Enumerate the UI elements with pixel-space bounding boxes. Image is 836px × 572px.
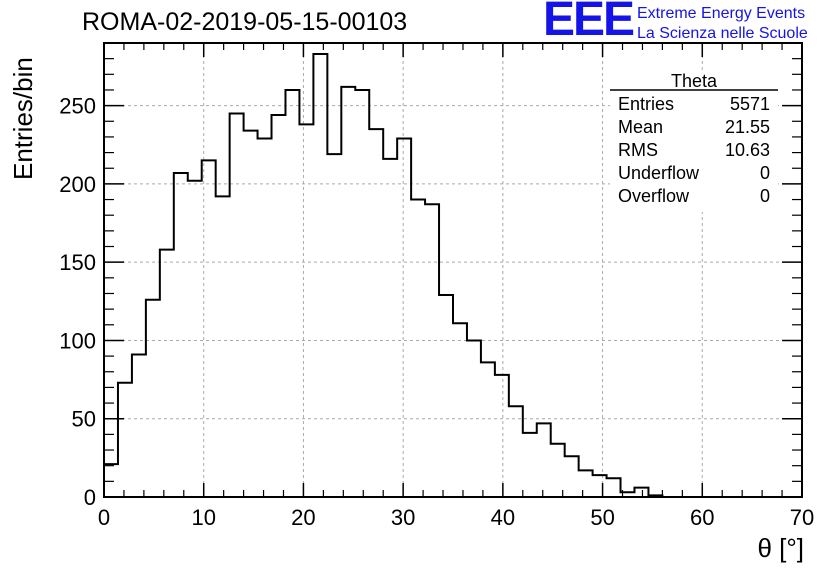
x-tick-label: 70 bbox=[790, 505, 814, 530]
stats-box: Theta Entries 5571 Mean 21.55 RMS 10.63 Underf… bbox=[610, 71, 778, 212]
stats-value: 0 bbox=[760, 163, 770, 183]
x-tick-label: 20 bbox=[291, 505, 315, 530]
tick-labels: 0 10 20 30 40 50 60 70 0 50 100 150 200 250 bbox=[59, 94, 814, 530]
stats-value: 10.63 bbox=[725, 140, 770, 160]
stats-label: Overflow bbox=[618, 186, 690, 206]
stats-value: 0 bbox=[760, 186, 770, 206]
eee-logo: EEE bbox=[543, 0, 635, 46]
x-axis-label: θ [°] bbox=[757, 533, 804, 563]
stats-title: Theta bbox=[671, 71, 718, 91]
y-tick-label: 200 bbox=[59, 172, 96, 197]
histogram-line bbox=[104, 52, 802, 498]
logo-line-2: La Scienza nelle Scuole bbox=[637, 25, 808, 42]
plot-title: ROMA-02-2019-05-15-00103 bbox=[82, 8, 408, 36]
x-tick-label: 0 bbox=[98, 505, 110, 530]
logo-line-1: Extreme Energy Events bbox=[637, 5, 806, 22]
grid bbox=[104, 43, 802, 497]
stats-value: 5571 bbox=[730, 94, 770, 114]
stats-label: Entries bbox=[618, 94, 674, 114]
y-tick-label: 0 bbox=[84, 485, 96, 510]
x-tick-label: 50 bbox=[590, 505, 614, 530]
stats-label: Underflow bbox=[618, 163, 700, 183]
x-tick-label: 10 bbox=[191, 505, 215, 530]
stats-value: 21.55 bbox=[725, 117, 770, 137]
y-tick-label: 50 bbox=[72, 407, 96, 432]
y-tick-label: 150 bbox=[59, 250, 96, 275]
x-tick-label: 30 bbox=[391, 505, 415, 530]
stats-label: RMS bbox=[618, 140, 658, 160]
x-tick-label: 40 bbox=[491, 505, 515, 530]
y-tick-label: 250 bbox=[59, 94, 96, 119]
y-tick-label: 100 bbox=[59, 328, 96, 353]
x-tick-label: 60 bbox=[690, 505, 714, 530]
plot-frame bbox=[103, 42, 803, 498]
stats-label: Mean bbox=[618, 117, 663, 137]
